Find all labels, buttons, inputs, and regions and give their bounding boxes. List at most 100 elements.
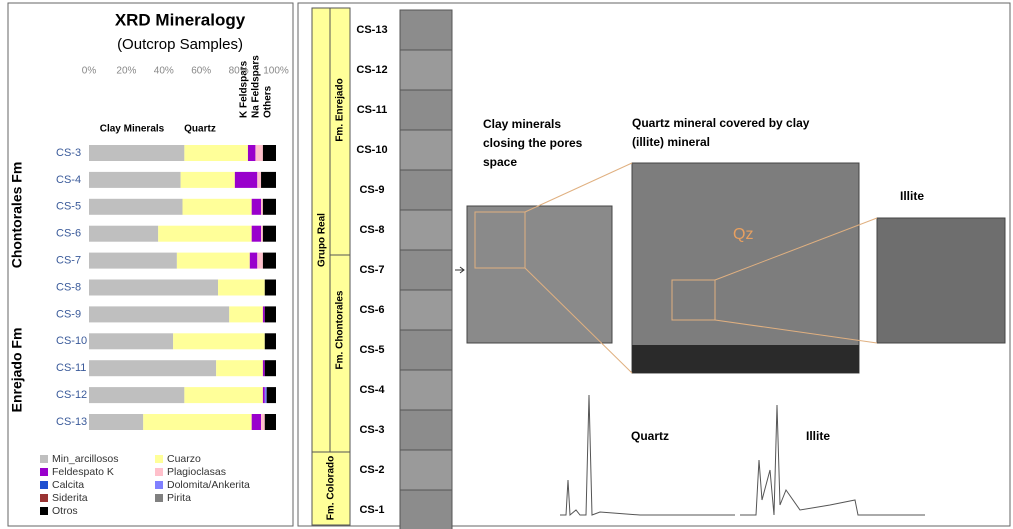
- bar-segment: [252, 226, 261, 242]
- sample-label: CS-2: [359, 464, 384, 476]
- legend-label: Cuarzo: [167, 453, 201, 465]
- legend-swatch: [155, 481, 163, 489]
- sample-label: CS-4: [359, 384, 385, 396]
- legend-swatch: [155, 455, 163, 463]
- bar-segment: [265, 387, 267, 403]
- legend-label: Otros: [52, 505, 78, 517]
- bar-segment: [235, 172, 257, 188]
- sample-label: CS-7: [359, 264, 384, 276]
- bar-segment: [257, 253, 263, 269]
- y-tick-label: CS-10: [56, 335, 87, 347]
- sample-label: CS-1: [359, 504, 384, 516]
- y-tick-label: CS-12: [56, 389, 87, 401]
- annotation: closing the pores: [483, 136, 583, 150]
- sample-image: [400, 50, 452, 90]
- bar-segment: [173, 333, 265, 349]
- bar-segment: [181, 172, 235, 188]
- group-label: Chontorales Fm: [9, 162, 25, 269]
- bar-segment: [265, 414, 276, 430]
- sample-label: CS-10: [356, 144, 387, 156]
- bar-segment: [265, 306, 276, 322]
- bar-segment: [216, 360, 263, 376]
- annotation: Illite: [900, 189, 924, 203]
- annotation: (illite) mineral: [632, 135, 710, 149]
- legend-swatch: [40, 494, 48, 502]
- bar-segment: [89, 306, 229, 322]
- x-tick-label: 60%: [191, 66, 211, 77]
- x-tick-label: 40%: [154, 66, 174, 77]
- sample-label: CS-11: [357, 104, 388, 116]
- legend-label: Feldespato K: [52, 466, 114, 478]
- bar-segment: [89, 414, 143, 430]
- bar-segment: [263, 253, 276, 269]
- sem-image: [467, 206, 612, 343]
- unit-label: Grupo Real: [317, 213, 328, 267]
- sem-footer: [632, 345, 859, 373]
- sample-image: [400, 290, 452, 330]
- bar-segment: [263, 226, 276, 242]
- sample-image: [400, 10, 452, 50]
- bar-segment: [183, 199, 252, 215]
- x-tick-label: 0%: [82, 66, 97, 77]
- sample-label: CS-3: [359, 424, 384, 436]
- sem-image: [877, 218, 1005, 343]
- bar-segment: [250, 253, 257, 269]
- spectrum-label: Illite: [806, 429, 830, 443]
- bar-segment: [261, 226, 263, 242]
- legend-swatch: [40, 507, 48, 515]
- y-tick-label: CS-13: [56, 416, 87, 428]
- sample-image: [400, 250, 452, 290]
- bar-segment: [89, 387, 184, 403]
- bar-segment: [89, 199, 183, 215]
- sample-image: [400, 370, 452, 410]
- sample-image: [400, 90, 452, 130]
- bar-segment: [263, 145, 276, 161]
- sample-image: [400, 330, 452, 370]
- y-tick-label: CS-5: [56, 201, 81, 213]
- annotation: Clay minerals: [483, 117, 561, 131]
- bar-segment: [252, 199, 261, 215]
- bar-segment: [263, 199, 276, 215]
- bar-segment: [255, 145, 262, 161]
- bar-segment: [265, 360, 276, 376]
- y-tick-label: CS-3: [56, 147, 81, 159]
- unit-label: Fm. Chontorales: [335, 290, 346, 369]
- x-tick-label: 20%: [116, 66, 136, 77]
- legend-label: Dolomita/Ankerita: [167, 479, 250, 491]
- x-tick-label: 100%: [263, 66, 289, 77]
- bar-segment: [265, 333, 276, 349]
- bar-segment: [177, 253, 250, 269]
- bar-segment: [263, 387, 265, 403]
- spectrum-label: Quartz: [631, 429, 669, 443]
- group-label: Enrejado Fm: [9, 328, 25, 413]
- sample-image: [400, 450, 452, 490]
- legend-swatch: [40, 481, 48, 489]
- legend-swatch: [155, 494, 163, 502]
- bar-segment: [184, 145, 248, 161]
- annotation: Quartz mineral covered by clay: [632, 116, 810, 130]
- bar-segment: [89, 145, 184, 161]
- unit-label: Fm. Enrejado: [335, 78, 346, 141]
- bar-segment: [89, 280, 218, 296]
- sample-label: CS-5: [359, 344, 384, 356]
- bar-segment: [89, 333, 173, 349]
- bar-segment: [218, 280, 265, 296]
- column-header: Clay Minerals: [100, 124, 165, 135]
- y-tick-label: CS-4: [56, 174, 81, 186]
- column-header: Quartz: [184, 124, 216, 135]
- y-tick-label: CS-6: [56, 228, 81, 240]
- bar-segment: [261, 414, 265, 430]
- unit-label: Fm. Colorado: [326, 456, 337, 520]
- x-tick-label: 80%: [229, 66, 249, 77]
- sample-image: [400, 490, 452, 529]
- legend-label: Siderita: [52, 492, 88, 504]
- chart-subtitle: (Outcrop Samples): [117, 36, 243, 53]
- sample-image: [400, 170, 452, 210]
- legend-swatch: [155, 468, 163, 476]
- bar-segment: [252, 414, 261, 430]
- bar-segment: [89, 172, 181, 188]
- bar-segment: [89, 360, 216, 376]
- y-tick-label: CS-7: [56, 255, 81, 267]
- y-tick-label: CS-11: [56, 362, 86, 374]
- bar-segment: [143, 414, 251, 430]
